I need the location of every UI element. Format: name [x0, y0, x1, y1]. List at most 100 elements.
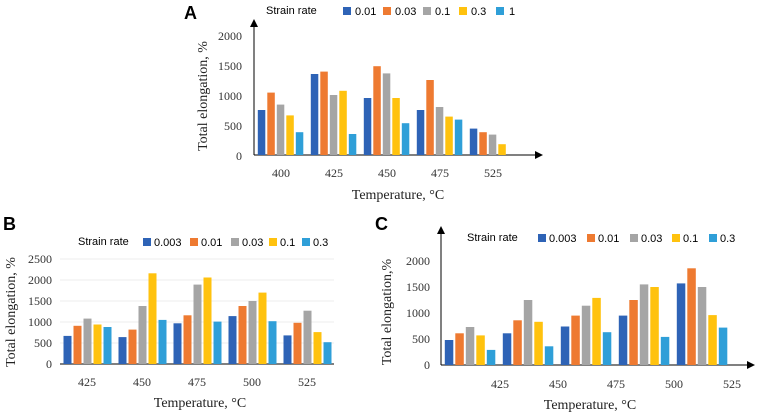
bar-450-rate-0.01	[363, 98, 372, 155]
bar-450-rate-0.003	[502, 333, 512, 365]
bar-475-rate-0.1	[435, 107, 444, 155]
panel-c: C Strain rate 0.003 0.01 0.03 0.1 0.3 20…	[375, 214, 755, 413]
y-axis-arrow-icon	[437, 226, 445, 234]
x-tick-label: 500	[665, 377, 683, 391]
bar-450-rate-0.003	[118, 337, 127, 364]
bar-450-rate-0.03	[138, 306, 147, 364]
legend-swatch	[383, 7, 391, 15]
y-tick-label: 1500	[406, 280, 430, 294]
legend-label: 0.3	[471, 6, 486, 18]
bar-425-rate-1	[348, 134, 357, 155]
x-tick-label: 450	[133, 375, 151, 389]
bar-475-rate-0.3	[602, 332, 612, 365]
panel-b-legend-title: Strain rate	[78, 236, 129, 248]
y-tick-label: 0	[46, 357, 52, 371]
bar-475-rate-0.01	[183, 315, 192, 364]
bar-500-rate-0.003	[618, 315, 628, 365]
bar-525-rate-0.01	[687, 268, 696, 365]
bar-525-rate-0.03	[303, 310, 312, 364]
panel-c-letter: C	[375, 214, 388, 234]
bar-475-rate-1	[454, 119, 463, 155]
x-axis-title: Temperature, °C	[352, 188, 444, 203]
legend-swatch	[190, 238, 198, 246]
bar-425-rate-0.03	[465, 327, 475, 365]
legend-swatch	[343, 7, 351, 15]
legend-swatch	[302, 238, 310, 246]
y-tick-label: 1000	[28, 315, 52, 329]
y-tick-label: 2000	[28, 273, 52, 287]
x-axis-arrow-icon	[747, 361, 755, 369]
bar-450-rate-0.03	[523, 300, 533, 365]
bar-450-rate-0.3	[158, 319, 167, 364]
bar-500-rate-0.1	[258, 292, 267, 364]
bar-450-rate-0.1	[382, 73, 391, 155]
bar-525-rate-0.3	[498, 144, 506, 155]
x-tick-label: 475	[431, 166, 449, 180]
bar-475-rate-0.03	[193, 284, 202, 364]
bar-450-rate-0.3	[544, 346, 554, 365]
x-axis-title: Temperature, °C	[544, 398, 636, 413]
panel-a-legend-title: Strain rate	[266, 5, 317, 17]
bar-475-rate-0.003	[560, 326, 570, 365]
legend-label: 0.01	[355, 6, 376, 18]
bar-425-rate-0.003	[444, 340, 454, 365]
bar-525-rate-0.3	[718, 327, 728, 365]
panel-b-letter: B	[3, 214, 16, 234]
bar-500-rate-0.03	[248, 301, 257, 364]
bar-500-rate-0.3	[268, 321, 277, 364]
bar-450-rate-0.1	[148, 273, 157, 364]
bar-475-rate-0.003	[173, 323, 182, 364]
bar-475-rate-0.03	[426, 80, 434, 155]
legend-swatch	[709, 234, 717, 242]
legend-label: 0.1	[280, 237, 295, 249]
legend-swatch	[269, 238, 277, 246]
bar-525-rate-0.01	[293, 322, 302, 364]
x-tick-label: 425	[491, 377, 509, 391]
bar-400-rate-0.03	[267, 92, 275, 155]
bar-475-rate-0.03	[581, 305, 591, 365]
legend-label: 0.003	[549, 233, 577, 245]
bar-425-rate-0.1	[93, 324, 102, 364]
x-tick-label: 500	[243, 375, 261, 389]
legend-swatch	[496, 7, 504, 15]
bar-425-rate-0.01	[455, 333, 464, 365]
bar-475-rate-0.1	[203, 277, 212, 364]
y-axis-title: Total elongation,%	[380, 259, 395, 366]
bar-400-rate-1	[295, 132, 304, 155]
bar-475-rate-0.01	[416, 110, 425, 155]
legend-swatch	[672, 234, 680, 242]
bar-475-rate-0.3	[213, 321, 222, 364]
legend-label: 0.1	[683, 233, 698, 245]
bar-450-rate-0.3	[392, 98, 400, 155]
bar-475-rate-0.01	[571, 315, 580, 365]
legend-label: 0.01	[201, 237, 222, 249]
y-axis-title: Total elongation, %	[196, 41, 211, 151]
bar-500-rate-0.03	[639, 284, 649, 365]
y-tick-label: 1500	[28, 294, 52, 308]
x-tick-label: 450	[549, 377, 567, 391]
bar-425-rate-0.03	[83, 318, 92, 364]
legend-label: 0.03	[641, 233, 662, 245]
panel-c-bars	[444, 268, 728, 365]
x-tick-label: 525	[484, 166, 502, 180]
bar-525-rate-0.1	[708, 315, 717, 365]
x-tick-label: 450	[378, 166, 396, 180]
panel-c-legend: 0.003 0.01 0.03 0.1 0.3	[538, 233, 735, 245]
y-tick-label: 2000	[406, 254, 430, 268]
y-axis-arrow-icon	[250, 19, 258, 27]
x-tick-label: 425	[325, 166, 343, 180]
bar-450-rate-0.03	[373, 66, 381, 155]
legend-swatch	[143, 238, 151, 246]
panel-b-bars	[63, 273, 332, 364]
bar-500-rate-0.01	[629, 300, 638, 365]
panel-c-legend-title: Strain rate	[467, 232, 518, 244]
legend-label: 1	[509, 6, 515, 18]
bar-525-rate-0.3	[323, 342, 332, 364]
bar-425-rate-0.01	[73, 325, 82, 364]
bar-525-rate-0.03	[479, 132, 487, 155]
bar-475-rate-0.1	[592, 297, 601, 365]
bar-400-rate-0.01	[257, 110, 266, 155]
y-tick-label: 500	[34, 336, 52, 350]
bar-525-rate-0.003	[676, 283, 686, 365]
bar-400-rate-0.3	[286, 115, 294, 155]
